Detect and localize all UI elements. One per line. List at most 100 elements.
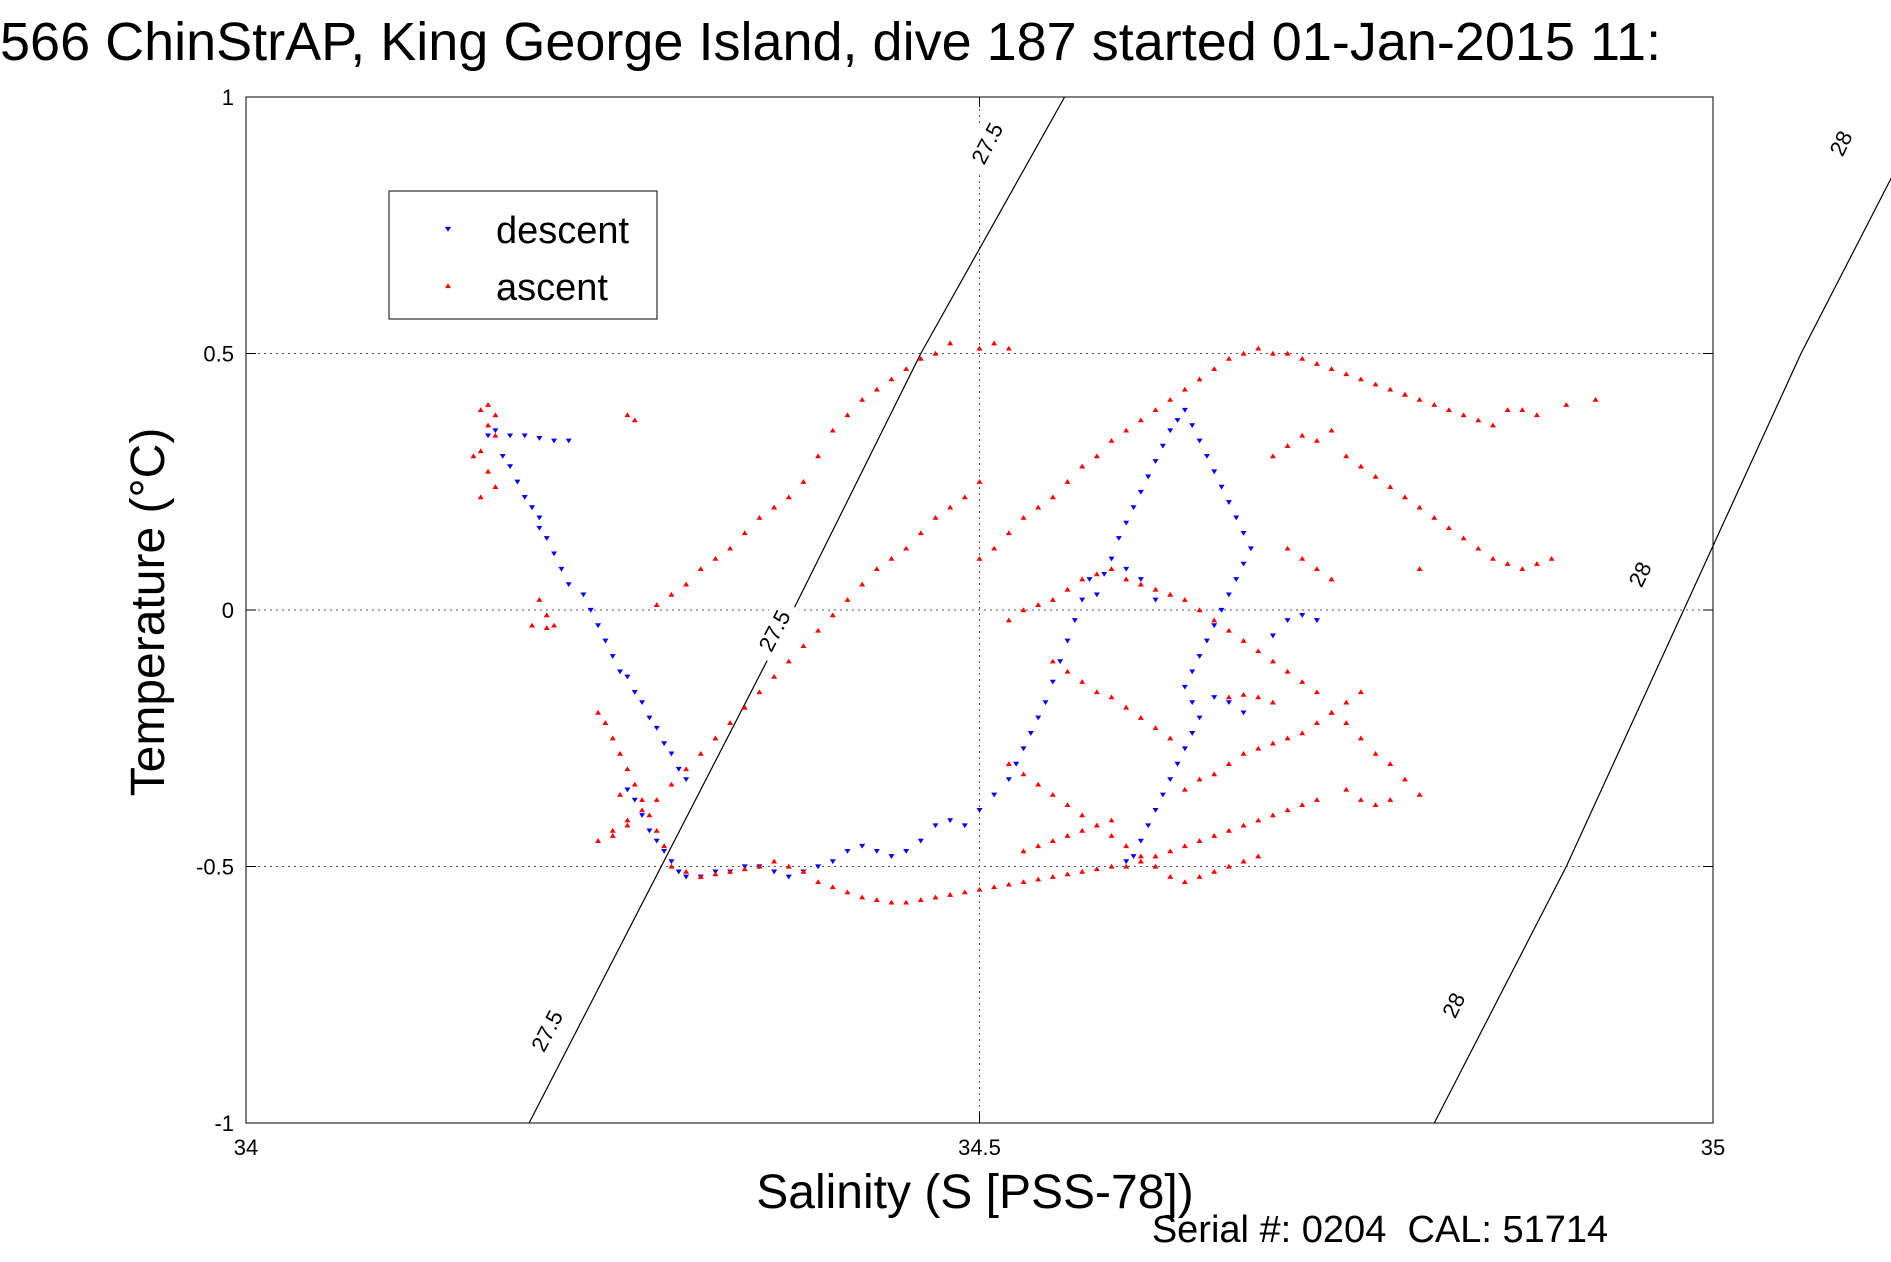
ascent-point [1401,776,1408,782]
ascent-point [1431,402,1438,407]
descent-point [1152,597,1159,603]
descent-point [1167,428,1174,434]
y-tick-label: -1 [214,1111,234,1136]
ascent-point [683,868,690,874]
ascent-point [888,376,895,382]
contour-label-bg [520,997,574,1064]
ascent-point [1064,668,1071,674]
ascent-point [1123,863,1130,869]
ascent-point [602,720,609,725]
ascent-point [1240,691,1247,697]
contour-label-bg [747,597,801,664]
ascent-point [639,807,646,813]
ascent-point [609,735,616,741]
ascent-point [1049,658,1056,664]
ascent-point [1387,761,1394,766]
ascent-point [551,622,558,628]
ascent-point [1079,576,1086,582]
ascent-point [991,884,998,890]
ascent-point [1079,463,1086,469]
ascent-point [903,545,910,551]
ascent-point [1137,715,1144,720]
ascent-point [1108,694,1115,700]
ascent-point [1269,740,1276,746]
ascent-point [1152,407,1159,413]
ascent-point [1299,355,1306,361]
ascent-point [1313,361,1320,366]
ascent-point [1357,689,1364,695]
ascent-point [1181,386,1188,392]
descent-point [1189,731,1196,736]
ascent-point [1211,771,1218,777]
ascent-point [1005,345,1012,351]
descent-point [1123,859,1130,865]
descent-point [499,454,506,459]
descent-point [543,536,550,541]
descent-point [1130,854,1137,859]
descent-point [631,797,638,803]
ascent-point [1167,591,1174,597]
ascent-point [485,402,492,407]
descent-point [1137,838,1144,844]
descent-point [639,700,646,706]
descent-point [1218,484,1225,490]
ascent-point [961,889,968,895]
descent-point [1137,577,1144,582]
ascent-point [1064,479,1071,484]
ascent-point [1079,868,1086,874]
ascent-point [1123,427,1130,433]
ascent-point [1079,812,1086,818]
descent-point [888,854,895,859]
ascent-point [1211,617,1218,623]
ascent-point [1167,735,1174,741]
descent-point [683,777,690,782]
ascent-point [1445,525,1452,531]
ascent-point [1240,822,1247,828]
ascent-point [1108,438,1115,443]
ascent-point [1079,827,1086,833]
descent-point [976,807,983,813]
ascent-point [653,602,660,607]
descent-point [536,436,543,441]
ascent-point [1387,797,1394,802]
ascent-point [1108,566,1115,572]
ascent-point [991,545,998,551]
ascent-point [1196,874,1203,879]
ascent-point [1255,853,1262,859]
ascent-point [492,484,499,489]
ascent-point [1255,745,1262,751]
descent-point [609,654,616,659]
ascent-point [653,797,660,802]
descent-point [1181,684,1188,690]
ascent-point [1269,812,1276,818]
ascent-point [1137,853,1144,859]
ascent-point [1372,473,1379,479]
ascent-point [661,843,668,849]
descent-point [1042,700,1049,706]
ascent-point [1284,443,1291,448]
ascent-point [1445,407,1452,413]
ascent-point [932,894,939,900]
ascent-point [1020,607,1027,613]
ascent-point [1401,494,1408,500]
ascent-point [976,556,983,561]
descent-point [1225,592,1232,598]
descent-point [1108,556,1115,562]
descent-point [1181,746,1188,752]
ascent-point [624,766,631,772]
ascent-point [1005,530,1012,536]
ascent-point [1211,868,1218,874]
descent-point [1211,623,1218,629]
legend-marker-descent [445,226,451,232]
ascent-point [932,514,939,520]
ascent-point [1269,453,1276,459]
descent-point [485,433,492,439]
ascent-point [1181,597,1188,602]
ascent-point [1167,874,1174,879]
ascent-point [624,817,631,823]
ascent-point [1049,791,1056,797]
contour-line-28 [1433,177,1891,1124]
ascent-point [873,386,880,392]
legend-marker-ascent [445,283,451,289]
